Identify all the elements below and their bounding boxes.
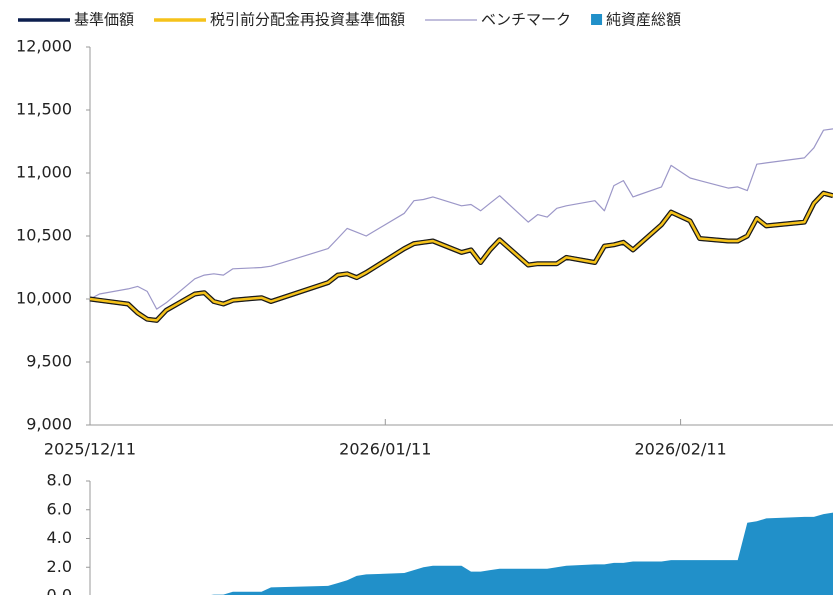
y-tick-label: 11,000 [16,163,72,182]
legend-label: 純資産総額 [606,11,681,29]
legend-label: 税引前分配金再投資基準価額 [210,11,405,29]
y-tick-label: 6.0 [47,499,72,518]
x-tick-label: 2026/01/11 [339,440,431,459]
x-tick-label: 2025/12/11 [44,440,136,459]
y-tick-label: 9,000 [26,415,72,434]
y-tick-label: 10,000 [16,289,72,308]
legend-label: ベンチマーク [481,11,571,29]
legend-label: 基準価額 [74,11,134,29]
y-tick-label: 9,500 [26,352,72,371]
legend-swatch [591,14,603,25]
y-tick-label: 4.0 [47,528,72,547]
y-tick-label: 11,500 [16,100,72,119]
y-tick-label: 12,000 [16,37,72,56]
series-line [89,128,833,310]
y-tick-label: 10,500 [16,226,72,245]
series-line [89,191,833,322]
y-tick-label: 2.0 [47,557,72,576]
y-tick-label: 8.0 [47,471,72,490]
line-outline [89,190,833,323]
series-line [89,190,833,323]
x-tick-label: 2026/02/11 [634,440,726,459]
area [211,512,833,595]
y-tick-label: 0.0 [47,586,72,595]
